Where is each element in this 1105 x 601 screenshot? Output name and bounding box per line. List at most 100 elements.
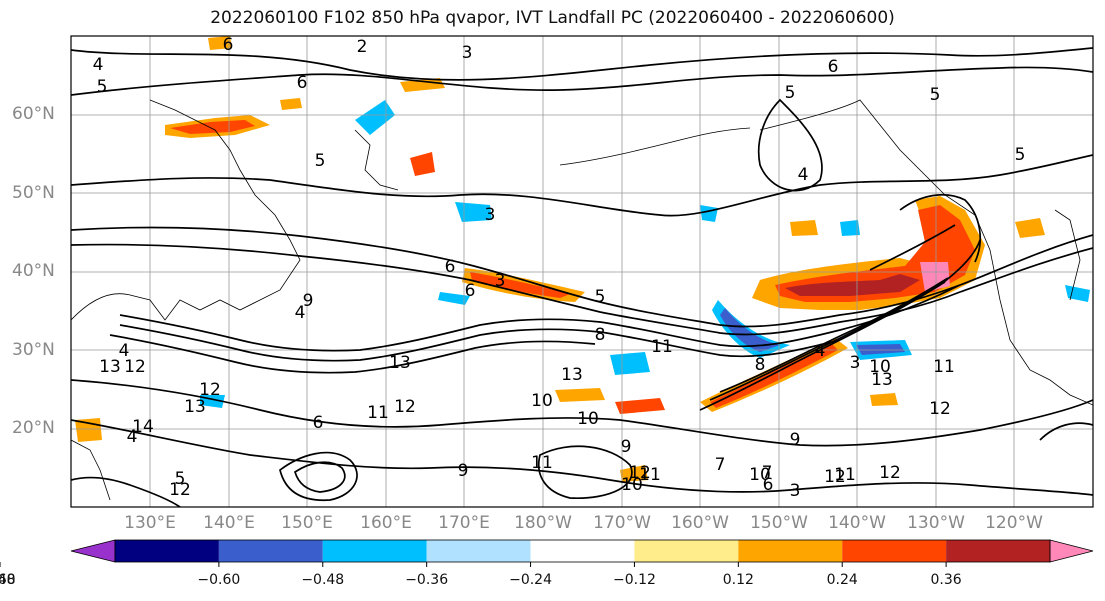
- contour-label: 5: [97, 77, 108, 97]
- latitude-label: 40°N: [12, 261, 55, 281]
- colorbar-tick-label: 0.12: [722, 572, 754, 588]
- contour-label: 6: [445, 257, 456, 277]
- longitude-label: 180°W: [514, 513, 572, 533]
- contour-label: 4: [127, 427, 138, 447]
- contour-label: 9: [458, 461, 469, 481]
- contour-label: 11: [531, 453, 553, 473]
- contour-label: 12: [929, 399, 951, 419]
- longitude-label: 130°E: [124, 513, 176, 533]
- colorbar-segment: [946, 540, 1050, 562]
- colorbar-extend-high: [1049, 539, 1094, 563]
- colorbar-tick-label: 0.48: [0, 572, 16, 588]
- contour-label: 4: [815, 341, 826, 361]
- colorbar-segment: [218, 540, 323, 562]
- contour-label: 9: [790, 430, 801, 450]
- contour-label: 9: [621, 437, 632, 457]
- contour-label: 12: [629, 463, 651, 483]
- colorbar-segment: [738, 540, 843, 562]
- contour-label: 12: [394, 397, 416, 417]
- contour-label: 4: [295, 303, 306, 323]
- contour-label: 5: [930, 85, 941, 105]
- colorbar-segment: [322, 540, 427, 562]
- longitude-label: 140°W: [828, 513, 886, 533]
- longitude-label: 170°E: [438, 513, 490, 533]
- contour-label: 13: [184, 397, 206, 417]
- contour-label: 13: [99, 357, 121, 377]
- contour-label: 5: [595, 287, 606, 307]
- coastlines: [71, 99, 1093, 501]
- contour-label: 12: [879, 463, 901, 483]
- contour-label: 6: [297, 73, 308, 93]
- contour-label: 9: [303, 291, 314, 311]
- colorbar-frame: [114, 539, 1051, 563]
- contour-label: 13: [561, 365, 583, 385]
- latitude-label: 30°N: [12, 340, 55, 360]
- contour-label: 4: [798, 165, 809, 185]
- grid-lines: [71, 36, 1093, 507]
- contour-label: 3: [850, 353, 861, 373]
- contour-lines: [71, 47, 1093, 507]
- contour-label: 8: [595, 325, 606, 345]
- contour-label: 5: [175, 469, 186, 489]
- longitude-label: 160°W: [671, 513, 729, 533]
- longitude-label: 120°W: [985, 513, 1043, 533]
- longitude-label: 160°E: [360, 513, 412, 533]
- contour-label: 11: [651, 337, 673, 357]
- contour-label: 11: [933, 357, 955, 377]
- colorbar-tick-label: −0.12: [612, 572, 656, 588]
- contour-label: 10: [531, 391, 553, 411]
- contour-label: 10: [869, 357, 891, 377]
- contour-label: 11: [639, 465, 661, 485]
- contour-label: 11: [834, 465, 856, 485]
- contour-label: 7: [762, 463, 773, 483]
- contour-label: 6: [223, 35, 234, 55]
- contour-label: 11: [367, 403, 389, 423]
- colorbar-segment: [426, 540, 531, 562]
- colorbar-tick-label: −0.60: [197, 572, 241, 588]
- colorbar-tick-label: −0.48: [301, 572, 345, 588]
- map-frame: [70, 35, 1094, 508]
- contour-label: 2: [357, 37, 368, 57]
- positive-anomaly-band-east: [752, 196, 985, 310]
- colorbar-tick-label: 0.24: [826, 572, 858, 588]
- contour-label: 3: [485, 205, 496, 225]
- positive-anomaly-band-southeast: [700, 338, 848, 412]
- colorbar-tick-label: −0.36: [405, 572, 449, 588]
- latitude-label: 50°N: [12, 183, 55, 203]
- latitude-label: 20°N: [12, 418, 55, 438]
- colorbar-tick-label: 0.36: [930, 572, 962, 588]
- colorbar-tick-label: −0.24: [509, 572, 552, 588]
- contour-label: 10: [621, 475, 643, 495]
- contour-label: 12: [824, 467, 846, 487]
- colorbar-segment: [842, 540, 947, 562]
- contour-label: 12: [124, 357, 146, 377]
- contour-label: 3: [790, 481, 801, 501]
- shading-layer: [75, 36, 1090, 482]
- contour-label: 5: [1015, 145, 1026, 165]
- contour-label: 10: [749, 465, 771, 485]
- latitude-label: 60°N: [12, 104, 55, 124]
- contour-label: 14: [132, 417, 154, 437]
- contour-label: 4: [119, 341, 130, 361]
- contour-label: 10: [577, 409, 599, 429]
- contour-label: 8: [755, 355, 766, 375]
- contour-label: 5: [785, 83, 796, 103]
- positive-anomaly-band-central: [462, 268, 585, 302]
- contour-label: 3: [495, 271, 506, 291]
- colorbar-segment: [115, 540, 219, 562]
- longitude-label: 150°E: [281, 513, 333, 533]
- contour-label: 13: [871, 370, 893, 390]
- contour-label: 12: [199, 380, 221, 400]
- contour-label: 6: [465, 281, 476, 301]
- longitude-label: 170°W: [593, 513, 651, 533]
- contour-label: 4: [93, 55, 104, 75]
- longitude-label: 150°W: [750, 513, 808, 533]
- contour-label: 7: [715, 455, 726, 475]
- colorbar: [0, 539, 1094, 567]
- colorbar-tick-label: 0.60: [0, 572, 16, 588]
- map-title: 2022060100 F102 850 hPa qvapor, IVT Land…: [210, 8, 895, 28]
- colorbar-extend-low: [70, 539, 116, 563]
- contour-label: 5: [315, 151, 326, 171]
